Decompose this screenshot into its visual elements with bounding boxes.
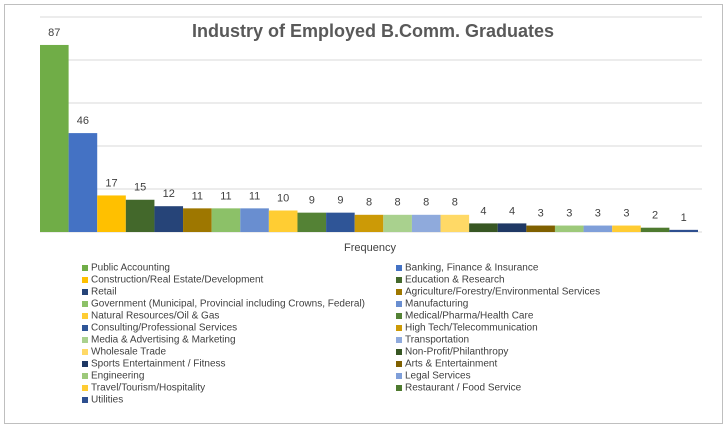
bar bbox=[97, 195, 126, 232]
data-label: 3 bbox=[595, 207, 601, 219]
bar bbox=[383, 214, 412, 232]
data-label: 46 bbox=[77, 115, 89, 127]
legend-swatch bbox=[82, 349, 88, 355]
bar bbox=[640, 227, 670, 232]
legend-label: Medical/Pharma/Health Care bbox=[405, 311, 534, 322]
bar bbox=[154, 206, 184, 232]
bar bbox=[469, 223, 498, 232]
x-axis-label: Frequency bbox=[344, 242, 396, 254]
bar bbox=[497, 223, 527, 232]
bar bbox=[183, 208, 212, 232]
bar bbox=[583, 225, 613, 232]
bar bbox=[612, 225, 641, 232]
data-label: 11 bbox=[220, 190, 231, 202]
data-label: 4 bbox=[480, 205, 486, 217]
bar bbox=[440, 214, 470, 232]
legend-label: Utilities bbox=[91, 395, 123, 406]
legend-label: Media & Advertising & Marketing bbox=[91, 335, 236, 346]
data-label: 9 bbox=[309, 195, 315, 207]
bar bbox=[240, 208, 269, 232]
bar bbox=[268, 210, 298, 232]
legend-swatch bbox=[82, 325, 88, 331]
data-label: 9 bbox=[337, 195, 343, 207]
legend-label: Retail bbox=[91, 287, 117, 298]
data-label: 4 bbox=[509, 205, 515, 217]
legend-label: Natural Resources/Oil & Gas bbox=[91, 311, 219, 322]
bar bbox=[297, 212, 327, 232]
data-label: 3 bbox=[623, 207, 629, 219]
data-label: 1 bbox=[681, 212, 687, 224]
legend-swatch bbox=[82, 373, 88, 379]
data-label: 11 bbox=[249, 190, 260, 202]
data-label: 3 bbox=[538, 207, 544, 219]
legend-swatch bbox=[396, 385, 402, 391]
legend-swatch bbox=[396, 361, 402, 367]
legend-swatch bbox=[82, 313, 88, 319]
chart-title: Industry of Employed B.Comm. Graduates bbox=[192, 21, 554, 41]
legend-label: Agriculture/Forestry/Environmental Servi… bbox=[405, 287, 600, 298]
bar bbox=[68, 133, 98, 232]
legend-label: Travel/Tourism/Hospitality bbox=[91, 383, 205, 394]
legend-swatch bbox=[82, 337, 88, 343]
legend-swatch bbox=[82, 277, 88, 283]
legend-label: Engineering bbox=[91, 371, 144, 382]
legend-label: High Tech/Telecommunication bbox=[405, 323, 538, 334]
data-label: 10 bbox=[277, 192, 289, 204]
bar bbox=[526, 225, 555, 232]
legend-swatch bbox=[82, 301, 88, 307]
data-label: 11 bbox=[192, 190, 203, 202]
bar bbox=[554, 225, 584, 232]
legend-label: Restaurant / Food Service bbox=[405, 383, 522, 394]
data-label: 8 bbox=[366, 197, 372, 209]
legend-swatch bbox=[396, 301, 402, 307]
data-label: 17 bbox=[105, 177, 117, 189]
data-label: 12 bbox=[163, 188, 175, 200]
legend-label: Banking, Finance & Insurance bbox=[405, 263, 539, 274]
legend-swatch bbox=[82, 385, 88, 391]
legend-swatch bbox=[82, 397, 88, 403]
bar bbox=[326, 212, 355, 232]
data-label: 3 bbox=[566, 207, 572, 219]
data-label: 15 bbox=[134, 182, 146, 194]
data-label: 87 bbox=[48, 27, 60, 39]
legend-label: Arts & Entertainment bbox=[405, 359, 497, 370]
legend-label: Government (Municipal, Provincial includ… bbox=[91, 299, 365, 310]
legend-label: Education & Research bbox=[405, 275, 505, 286]
legend-label: Construction/Real Estate/Development bbox=[91, 275, 264, 286]
bar bbox=[354, 214, 384, 232]
bar bbox=[411, 214, 441, 232]
legend-swatch bbox=[396, 337, 402, 343]
data-label: 8 bbox=[452, 197, 458, 209]
legend-swatch bbox=[396, 289, 402, 295]
legend-label: Wholesale Trade bbox=[91, 347, 166, 358]
legend-swatch bbox=[82, 361, 88, 367]
legend-swatch bbox=[396, 313, 402, 319]
legend-swatch bbox=[396, 373, 402, 379]
legend-label: Non-Profit/Philanthropy bbox=[405, 347, 508, 358]
legend-label: Legal Services bbox=[405, 371, 471, 382]
legend-swatch bbox=[82, 265, 88, 271]
legend-label: Consulting/Professional Services bbox=[91, 323, 237, 334]
bar bbox=[211, 208, 241, 232]
legend-swatch bbox=[396, 265, 402, 271]
legend-label: Manufacturing bbox=[405, 299, 468, 310]
data-label: 8 bbox=[395, 197, 401, 209]
legend-swatch bbox=[396, 349, 402, 355]
bar bbox=[669, 229, 698, 232]
legend-label: Public Accounting bbox=[91, 263, 170, 274]
legend-label: Transportation bbox=[405, 335, 469, 346]
data-label: 2 bbox=[652, 210, 658, 222]
legend-swatch bbox=[396, 277, 402, 283]
bar bbox=[125, 199, 155, 232]
legend-swatch bbox=[396, 325, 402, 331]
legend-label: Sports Entertainment / Fitness bbox=[91, 359, 226, 370]
bar bbox=[40, 44, 69, 233]
legend-swatch bbox=[82, 289, 88, 295]
data-label: 8 bbox=[423, 197, 429, 209]
